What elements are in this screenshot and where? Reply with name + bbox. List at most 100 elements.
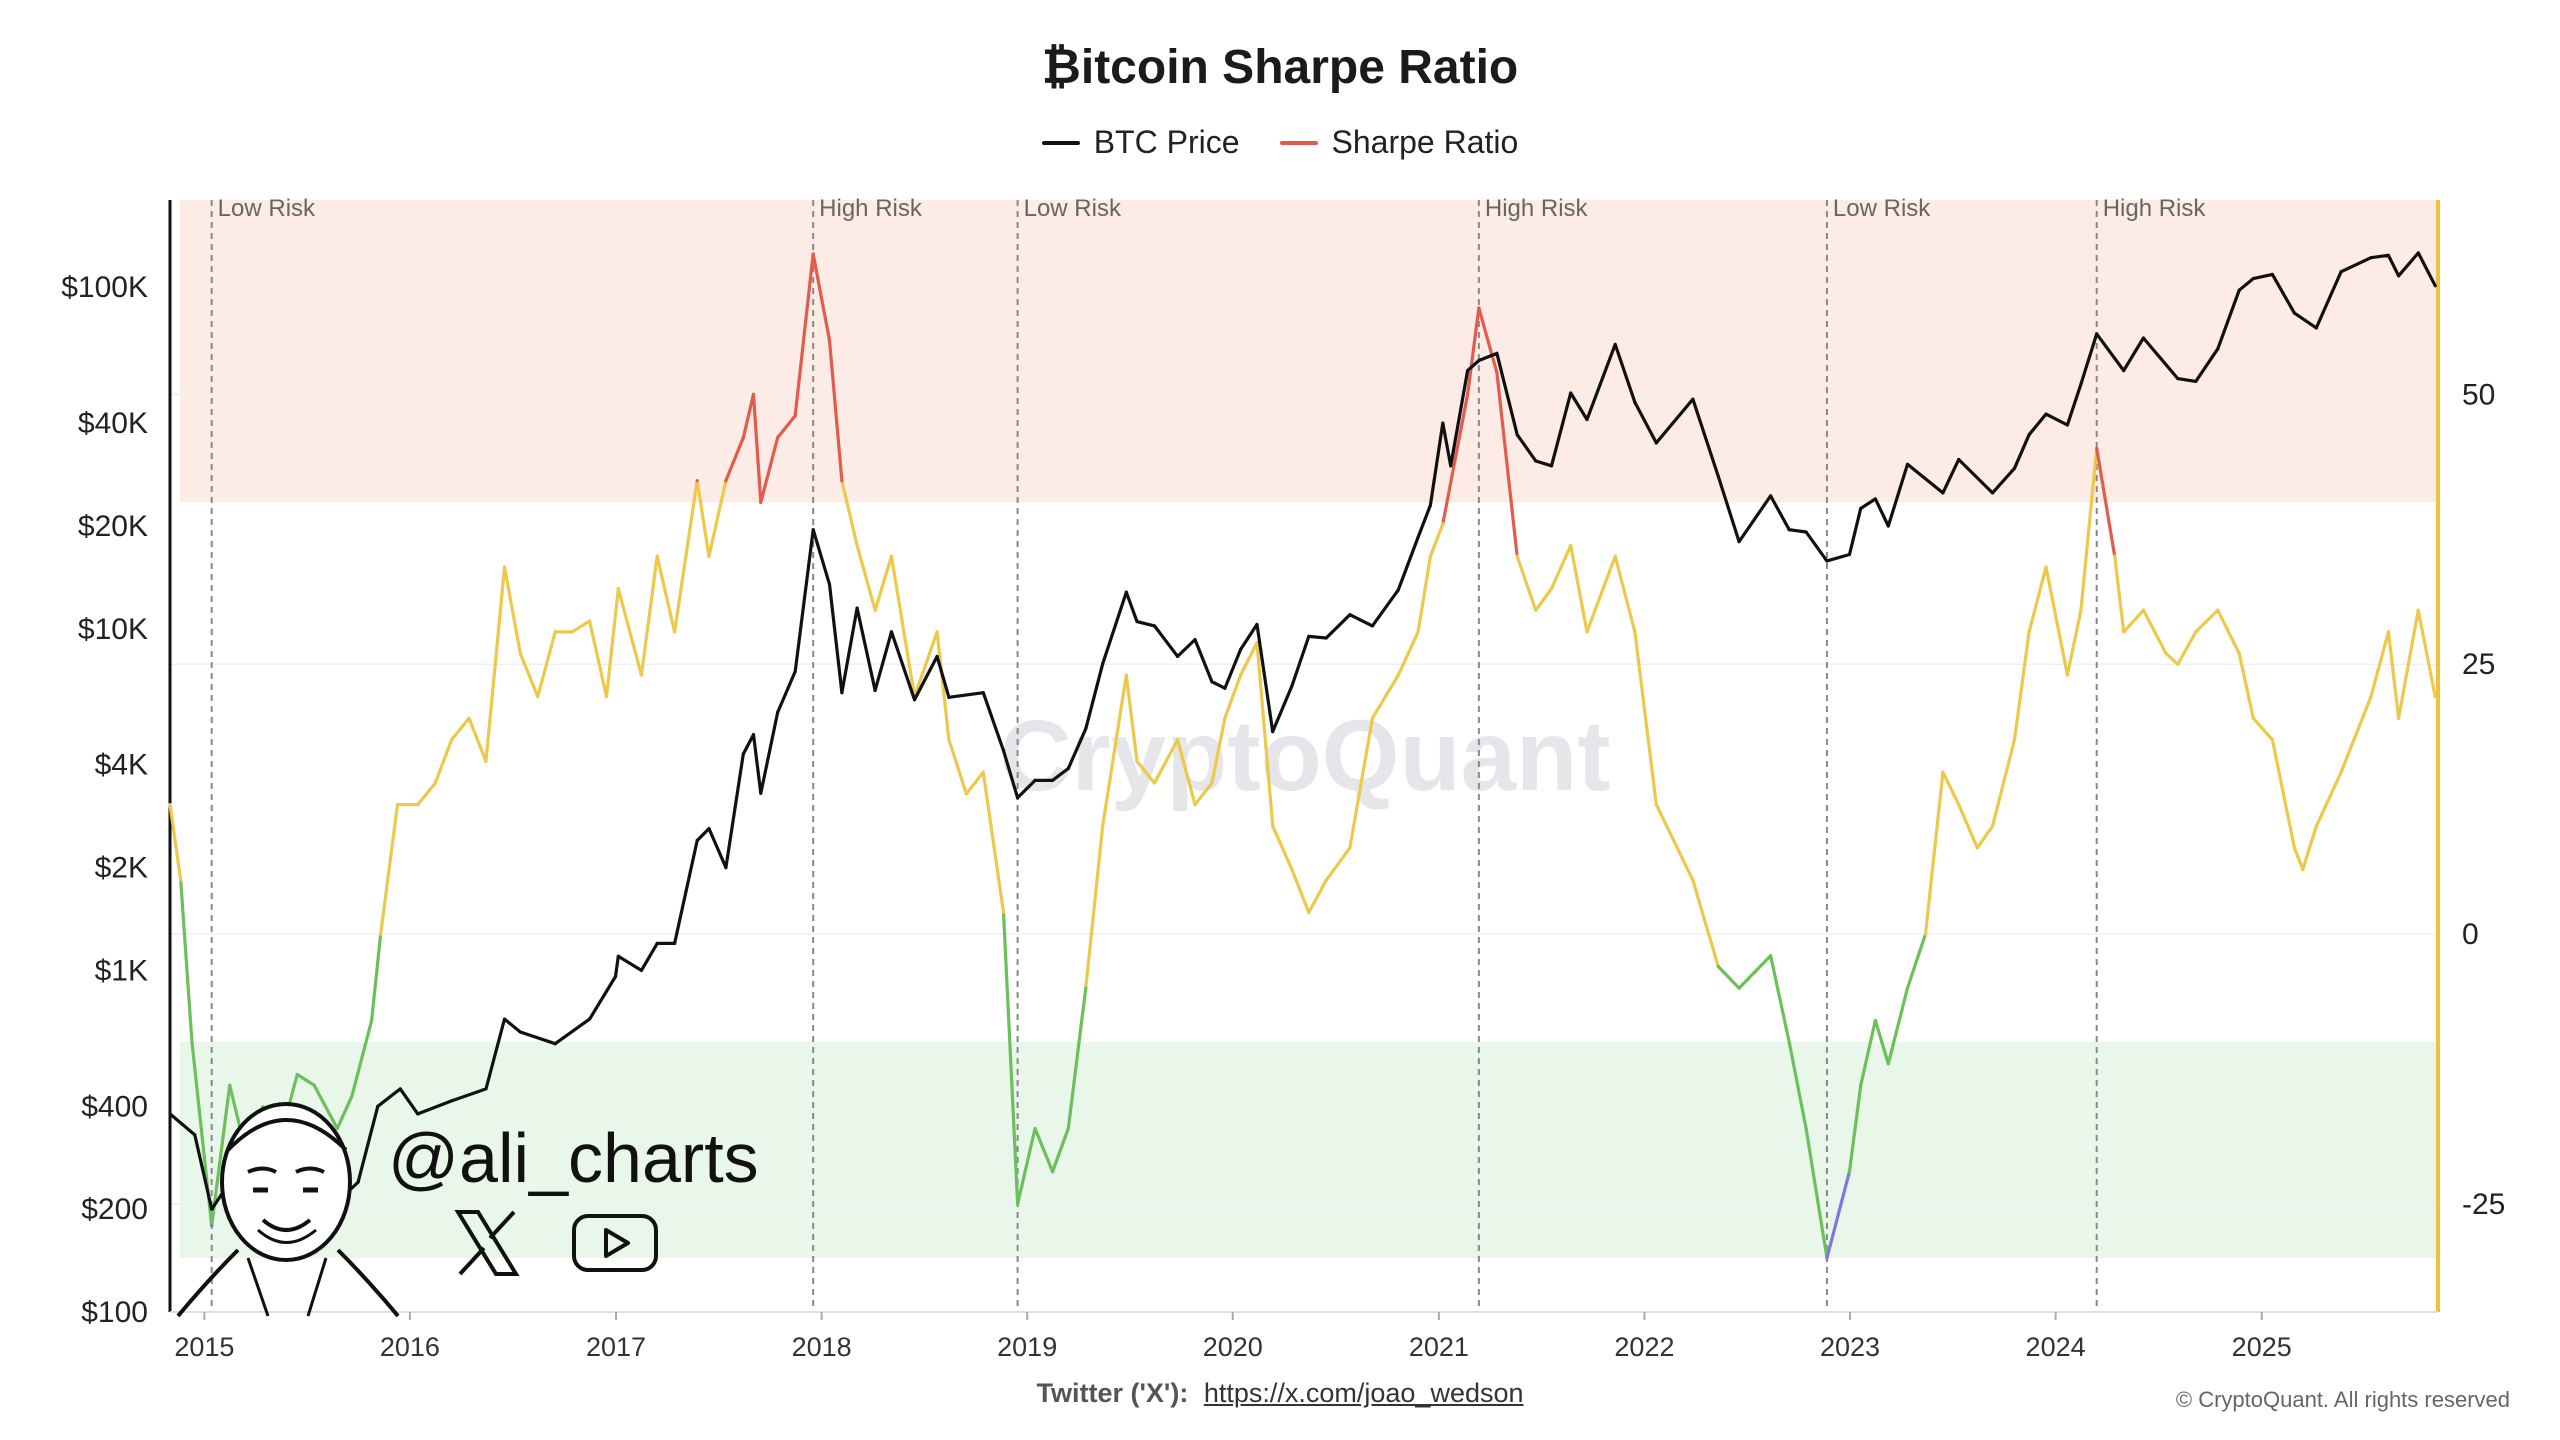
price-point bbox=[1515, 433, 1519, 437]
sharpe-segment bbox=[2095, 446, 2117, 558]
sharpe-point bbox=[811, 252, 815, 256]
legend-label-price: BTC Price bbox=[1093, 124, 1240, 160]
price-point bbox=[376, 1104, 380, 1108]
annotation-label: High Risk bbox=[2103, 195, 2207, 222]
sharpe-point bbox=[2194, 630, 2198, 634]
price-point bbox=[587, 1017, 592, 1021]
price-point bbox=[2012, 466, 2017, 470]
sharpe-point bbox=[1290, 867, 1294, 871]
sharpe-segment bbox=[840, 479, 859, 548]
price-point bbox=[1271, 730, 1275, 734]
sharpe-point bbox=[433, 781, 437, 785]
sharpe-segment bbox=[2141, 608, 2168, 656]
price-point bbox=[1466, 368, 1470, 373]
price-point bbox=[2416, 251, 2420, 255]
sharpe-segment bbox=[707, 479, 728, 558]
sharpe-segment bbox=[2065, 608, 2083, 677]
sharpe-point bbox=[1825, 1256, 1829, 1260]
price-point bbox=[1239, 647, 1243, 652]
sharpe-point bbox=[484, 759, 488, 763]
sharpe-point bbox=[741, 435, 745, 440]
sharpe-point bbox=[855, 543, 859, 548]
price-point bbox=[1396, 588, 1400, 592]
price-point bbox=[1050, 778, 1055, 782]
price-point bbox=[840, 691, 844, 695]
sharpe-point bbox=[1466, 392, 1470, 396]
sharpe-segment bbox=[467, 716, 488, 763]
price-point bbox=[2079, 382, 2083, 386]
price-point bbox=[2122, 368, 2126, 373]
sharpe-point bbox=[1084, 986, 1088, 990]
sharpe-segment bbox=[1084, 824, 1105, 990]
sharpe-point bbox=[228, 1083, 232, 1087]
price-point bbox=[2369, 256, 2373, 260]
sharpe-segment bbox=[2270, 738, 2296, 850]
price-line bbox=[168, 251, 2437, 1211]
sharpe-segment bbox=[1255, 641, 1275, 828]
sharpe-segment bbox=[370, 932, 383, 1023]
price-point bbox=[935, 654, 939, 659]
sharpe-point bbox=[1255, 641, 1259, 645]
price-point bbox=[981, 691, 985, 695]
sharpe-point bbox=[751, 392, 756, 396]
sharpe-segment bbox=[1348, 716, 1375, 850]
sharpe-segment bbox=[1585, 554, 1617, 634]
sharpe-segment bbox=[1923, 770, 1945, 936]
sharpe-point bbox=[2122, 630, 2126, 634]
price-point bbox=[2141, 336, 2146, 340]
y-left-tick-label: $4K bbox=[95, 749, 148, 782]
sharpe-point bbox=[370, 1018, 374, 1023]
sharpe-segment bbox=[1477, 306, 1499, 375]
sharpe-point bbox=[639, 673, 643, 677]
sharpe-segment bbox=[2079, 446, 2099, 612]
sharpe-point bbox=[1033, 1126, 1037, 1131]
price-point bbox=[2027, 433, 2031, 437]
price-point bbox=[553, 1042, 557, 1046]
price-point bbox=[1886, 524, 1890, 528]
sharpe-segment bbox=[2122, 608, 2146, 634]
sharpe-segment bbox=[1135, 759, 1157, 785]
x-logo-icon[interactable] bbox=[452, 1208, 522, 1278]
price-point bbox=[1449, 464, 1453, 468]
price-point bbox=[855, 606, 859, 610]
sharpe-point bbox=[1716, 964, 1720, 969]
sharpe-segment bbox=[741, 392, 756, 440]
sharpe-segment bbox=[1016, 1126, 1037, 1206]
price-point bbox=[1990, 491, 1995, 495]
sharpe-segment bbox=[981, 770, 1006, 915]
sharpe-point bbox=[190, 1040, 194, 1044]
sharpe-point bbox=[1585, 630, 1589, 634]
price-point bbox=[1549, 464, 1554, 468]
price-point bbox=[827, 582, 832, 586]
sharpe-segment bbox=[350, 1018, 374, 1098]
sharpe-point bbox=[724, 479, 728, 483]
sharpe-segment bbox=[1193, 781, 1214, 807]
price-point bbox=[1847, 552, 1852, 557]
price-point bbox=[2292, 311, 2296, 315]
legend-item-price[interactable]: BTC Price bbox=[1041, 124, 1240, 161]
sharpe-point bbox=[1239, 673, 1243, 677]
twitter-link[interactable]: https://x.com/joao_wedson bbox=[1203, 1378, 1524, 1408]
sharpe-segment bbox=[1175, 738, 1197, 807]
y-left-tick-label: $100K bbox=[61, 271, 148, 304]
sharpe-segment bbox=[587, 619, 609, 699]
sharpe-segment bbox=[168, 802, 183, 882]
sharpe-point bbox=[1923, 932, 1928, 936]
youtube-icon[interactable] bbox=[570, 1208, 660, 1278]
sharpe-point bbox=[1847, 1170, 1852, 1174]
legend-item-sharpe[interactable]: Sharpe Ratio bbox=[1279, 124, 1518, 161]
sharpe-segment bbox=[536, 630, 557, 699]
sharpe-segment bbox=[2176, 630, 2198, 666]
price-point bbox=[741, 752, 745, 756]
sharpe-segment bbox=[1941, 770, 1961, 807]
sharpe-point bbox=[1569, 543, 1573, 548]
sharpe-segment bbox=[1613, 554, 1637, 634]
price-point bbox=[655, 941, 659, 945]
sharpe-point bbox=[2433, 695, 2437, 699]
price-point bbox=[1495, 351, 1499, 356]
annotation-label: High Risk bbox=[819, 195, 923, 222]
sharpe-segment bbox=[1033, 1126, 1055, 1174]
price-point bbox=[1825, 559, 1829, 563]
sharpe-point bbox=[1271, 824, 1275, 828]
price-point bbox=[613, 974, 618, 979]
